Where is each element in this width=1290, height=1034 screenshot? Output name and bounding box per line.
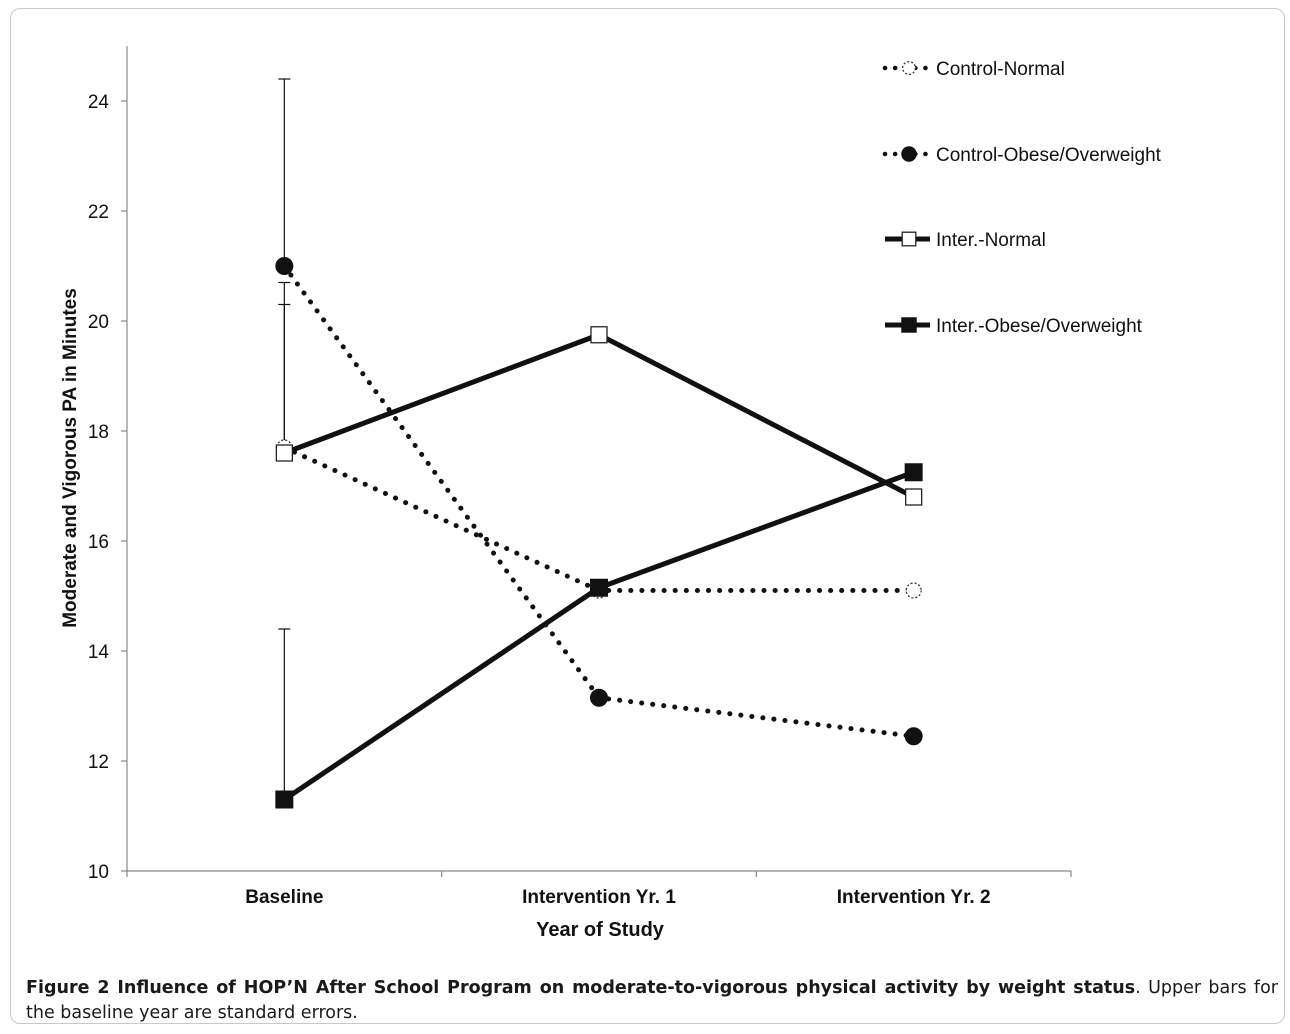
data-point <box>904 727 923 746</box>
y-tick-label: 18 <box>88 422 109 443</box>
series-line <box>281 445 917 593</box>
caption-text: . Upper bars for the baseline year are s… <box>26 978 1278 1023</box>
data-point <box>590 326 608 344</box>
data-point <box>275 444 293 462</box>
series-markers <box>275 257 923 809</box>
x-tick-label: Baseline <box>245 887 323 908</box>
legend-label: Inter.-Obese/Overweight <box>936 316 1143 337</box>
series-line <box>283 332 915 500</box>
legend-marker <box>901 231 917 247</box>
caption-lead: Figure 2 Influence of HOP’N After School… <box>26 978 1136 998</box>
figure-caption: Figure 2 Influence of HOP’N After School… <box>26 976 1278 1026</box>
y-tick-label: 12 <box>88 752 109 773</box>
figure-frame <box>10 8 1285 1024</box>
legend-marker <box>901 317 917 333</box>
y-tick-label: 24 <box>88 92 110 113</box>
legend: Control-Normal Control-Obese/Overweight In… <box>882 59 1162 337</box>
data-point <box>590 688 608 707</box>
series-line <box>282 469 915 802</box>
y-tick-label: 10 <box>88 862 109 883</box>
y-tick-label: 14 <box>88 642 110 663</box>
x-tick-label: Intervention Yr. 1 <box>522 887 676 908</box>
legend-label: Control-Normal <box>936 59 1065 80</box>
line-chart: 10 12 14 16 18 20 22 24 Baseline Intervention Yr.… <box>60 46 1162 941</box>
data-point <box>275 257 294 275</box>
x-axis-label: Year of Study <box>536 919 665 941</box>
error-bars <box>278 78 291 800</box>
axes: 10 12 14 16 18 20 22 24 Baseline Intervention Yr.… <box>88 46 1072 908</box>
data-point <box>905 488 923 506</box>
y-axis-label: Moderate and Vigorous PA in Minutes <box>60 288 81 628</box>
y-tick-label: 22 <box>88 202 109 223</box>
data-point <box>905 582 922 599</box>
x-tick-label: Intervention Yr. 2 <box>837 887 991 908</box>
legend-marker <box>901 60 917 76</box>
legend-label: Inter.-Normal <box>936 230 1046 251</box>
data-point <box>590 578 608 597</box>
series-lines <box>281 263 917 802</box>
legend-label: Control-Obese/Overweight <box>936 145 1162 166</box>
data-point <box>904 463 923 482</box>
y-tick-label: 16 <box>88 532 109 553</box>
data-point <box>275 790 294 809</box>
legend-marker <box>901 146 917 162</box>
y-tick-label: 20 <box>88 312 109 333</box>
